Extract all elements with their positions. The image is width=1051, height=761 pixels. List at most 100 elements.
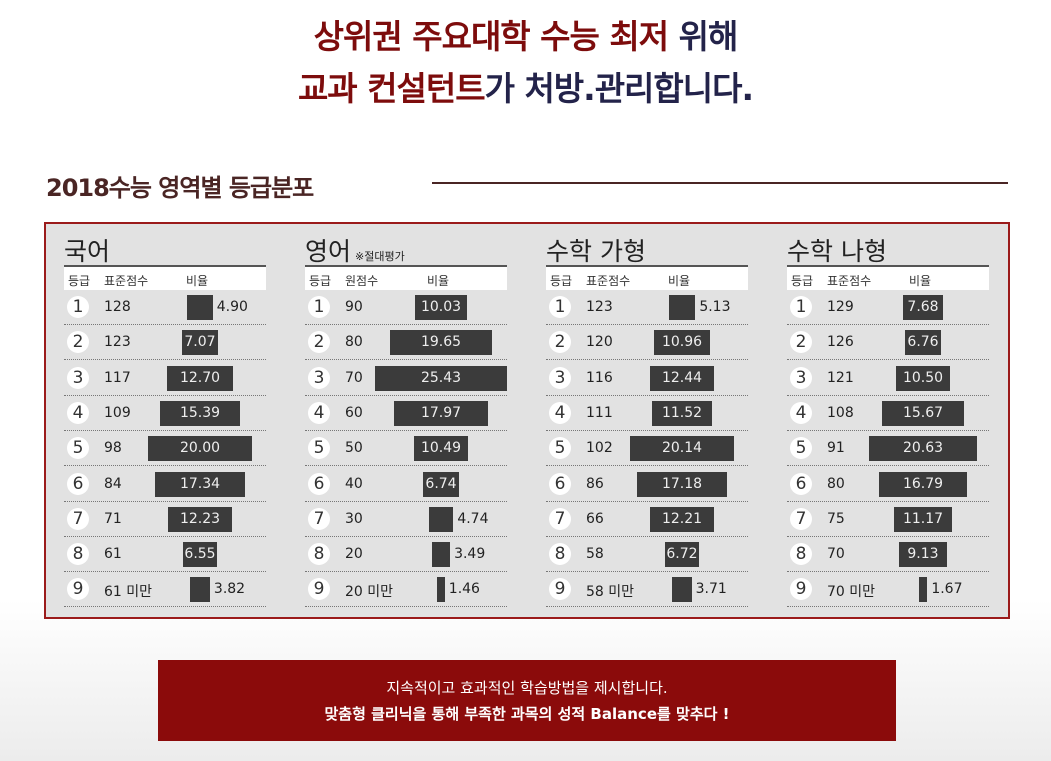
table-row: 4 60 17.97 — [305, 396, 507, 431]
ratio-bar: 10.49 — [413, 436, 469, 462]
panel-title: 수학 나형 — [787, 232, 891, 268]
score-value: 71 — [104, 510, 122, 527]
grade-badge: 2 — [790, 331, 812, 354]
ratio-bar: 17.97 — [394, 400, 488, 426]
grade-badge: 8 — [308, 543, 330, 566]
ratio-bar: 17.34 — [154, 471, 246, 497]
score-value: 20 — [345, 546, 363, 563]
table-row: 5 102 20.14 — [546, 431, 748, 467]
table-row: 7 71 12.23 — [64, 502, 266, 537]
score-value: 128 — [104, 299, 131, 315]
ratio-bar: 6.74 — [423, 471, 459, 497]
table-row: 2 123 7.07 — [64, 325, 266, 361]
ratio-bar: 9.13 — [899, 542, 947, 568]
score-value: 70 — [345, 369, 363, 386]
table-row: 5 50 10.49 — [305, 431, 507, 467]
ratio-bar: 20.00 — [148, 436, 252, 462]
header-score: 원점수 — [345, 274, 379, 288]
ratio-bar: 25.43 — [374, 365, 508, 391]
grade-badge: 6 — [67, 472, 89, 495]
headline-navy: 위해 — [678, 17, 739, 56]
table-row: 1 90 10.03 — [305, 290, 507, 325]
header-grade: 등급 — [550, 274, 573, 288]
grade-badge: 7 — [308, 507, 330, 530]
ratio-bar: 19.65 — [389, 330, 493, 356]
ratio-bar — [187, 295, 213, 320]
score-value: 60 — [345, 404, 363, 421]
grade-badge: 4 — [790, 401, 812, 424]
header-grade: 등급 — [791, 274, 814, 288]
ratio-label: 1.46 — [448, 581, 480, 598]
table-row: 3 70 25.43 — [305, 361, 508, 396]
score-value: 117 — [104, 369, 131, 386]
table-row: 6 84 17.34 — [64, 467, 266, 502]
ratio-bar — [672, 577, 692, 603]
grade-badge: 6 — [308, 472, 330, 495]
table-row: 9 20 미만 1.46 — [305, 572, 507, 608]
ratio-bar: 10.96 — [653, 330, 711, 356]
table-row: 5 91 20.63 — [787, 431, 989, 467]
table-row: 1 123 5.13 — [546, 290, 748, 325]
panel-title-text: 영어 — [305, 237, 352, 266]
score-value: 123 — [104, 334, 131, 351]
header-grade: 등급 — [68, 274, 91, 288]
grade-badge: 8 — [67, 543, 89, 566]
table-header: 등급 표준점수 비율 — [64, 265, 266, 290]
ratio-bar: 11.52 — [652, 400, 712, 426]
grade-badge: 2 — [549, 331, 571, 354]
table-row: 8 70 9.13 — [787, 537, 989, 573]
score-value: 98 — [104, 440, 122, 457]
bottom-banner: 지속적이고 효과적인 학습방법을 제시합니다. 맞춤형 클리닉을 통해 부족한 … — [158, 660, 896, 741]
header-score: 표준점수 — [586, 274, 631, 288]
grade-badge: 1 — [790, 296, 812, 318]
ratio-label: 4.74 — [457, 510, 489, 527]
grade-distribution-box: 국어 등급 표준점수 비율 1 128 4.90 2 123 7.07 3 11… — [44, 222, 1010, 619]
ratio-bar: 16.79 — [879, 471, 967, 497]
grade-badge: 2 — [308, 331, 330, 354]
grade-badge: 1 — [67, 296, 89, 318]
score-value: 126 — [827, 334, 854, 351]
table-row: 7 30 4.74 — [305, 502, 507, 537]
grade-badge: 9 — [67, 578, 89, 601]
grade-badge: 9 — [790, 578, 812, 601]
score-value: 50 — [345, 440, 363, 457]
headline-line1: 상위권 주요대학 수능 최저 위해 — [0, 10, 1051, 58]
table-header: 등급 표준점수 비율 — [787, 265, 989, 290]
panel-title-text: 수학 나형 — [787, 237, 887, 266]
score-value: 61 — [104, 546, 122, 563]
grade-badge: 8 — [549, 543, 571, 566]
table-row: 8 58 6.72 — [546, 537, 748, 573]
panel-title-text: 국어 — [64, 237, 111, 266]
headline-red: 교과 컨설턴트 — [297, 69, 486, 108]
ratio-bar: 12.23 — [168, 506, 232, 532]
ratio-label: 3.82 — [213, 581, 246, 598]
panel-title: 국어 — [64, 232, 114, 268]
grade-badge: 9 — [549, 578, 571, 601]
table-row: 6 40 6.74 — [305, 467, 507, 502]
table-row: 5 98 20.00 — [64, 431, 266, 467]
ratio-bar: 20.14 — [629, 436, 735, 462]
score-value: 70 — [827, 546, 845, 563]
grade-badge: 8 — [790, 543, 812, 566]
score-value: 91 — [827, 440, 845, 457]
table-row: 9 58 미만 3.71 — [546, 572, 748, 608]
ratio-bar: 6.72 — [664, 542, 700, 568]
grade-badge: 7 — [67, 507, 89, 530]
score-value: 116 — [586, 369, 613, 386]
score-value: 75 — [827, 510, 845, 527]
table-row: 9 70 미만 1.67 — [787, 572, 989, 608]
score-value: 84 — [104, 475, 122, 492]
grade-badge: 3 — [67, 366, 89, 389]
ratio-bar: 6.55 — [182, 542, 218, 568]
score-value: 123 — [586, 299, 613, 315]
ratio-bar — [437, 577, 445, 603]
table-row: 2 120 10.96 — [546, 325, 748, 361]
headline-navy: 가 처방.관리합니다. — [484, 69, 754, 108]
banner-line2: 맞춤형 클리닉을 통해 부족한 과목의 성적 Balance를 맞추다 ! — [324, 705, 730, 723]
table-row: 6 80 16.79 — [787, 467, 989, 502]
grade-badge: 4 — [549, 401, 571, 424]
panel-title: 수학 가형 — [546, 232, 650, 268]
ratio-bar — [428, 506, 454, 532]
score-value: 58 — [586, 546, 604, 563]
table-row: 1 128 4.90 — [64, 290, 266, 325]
